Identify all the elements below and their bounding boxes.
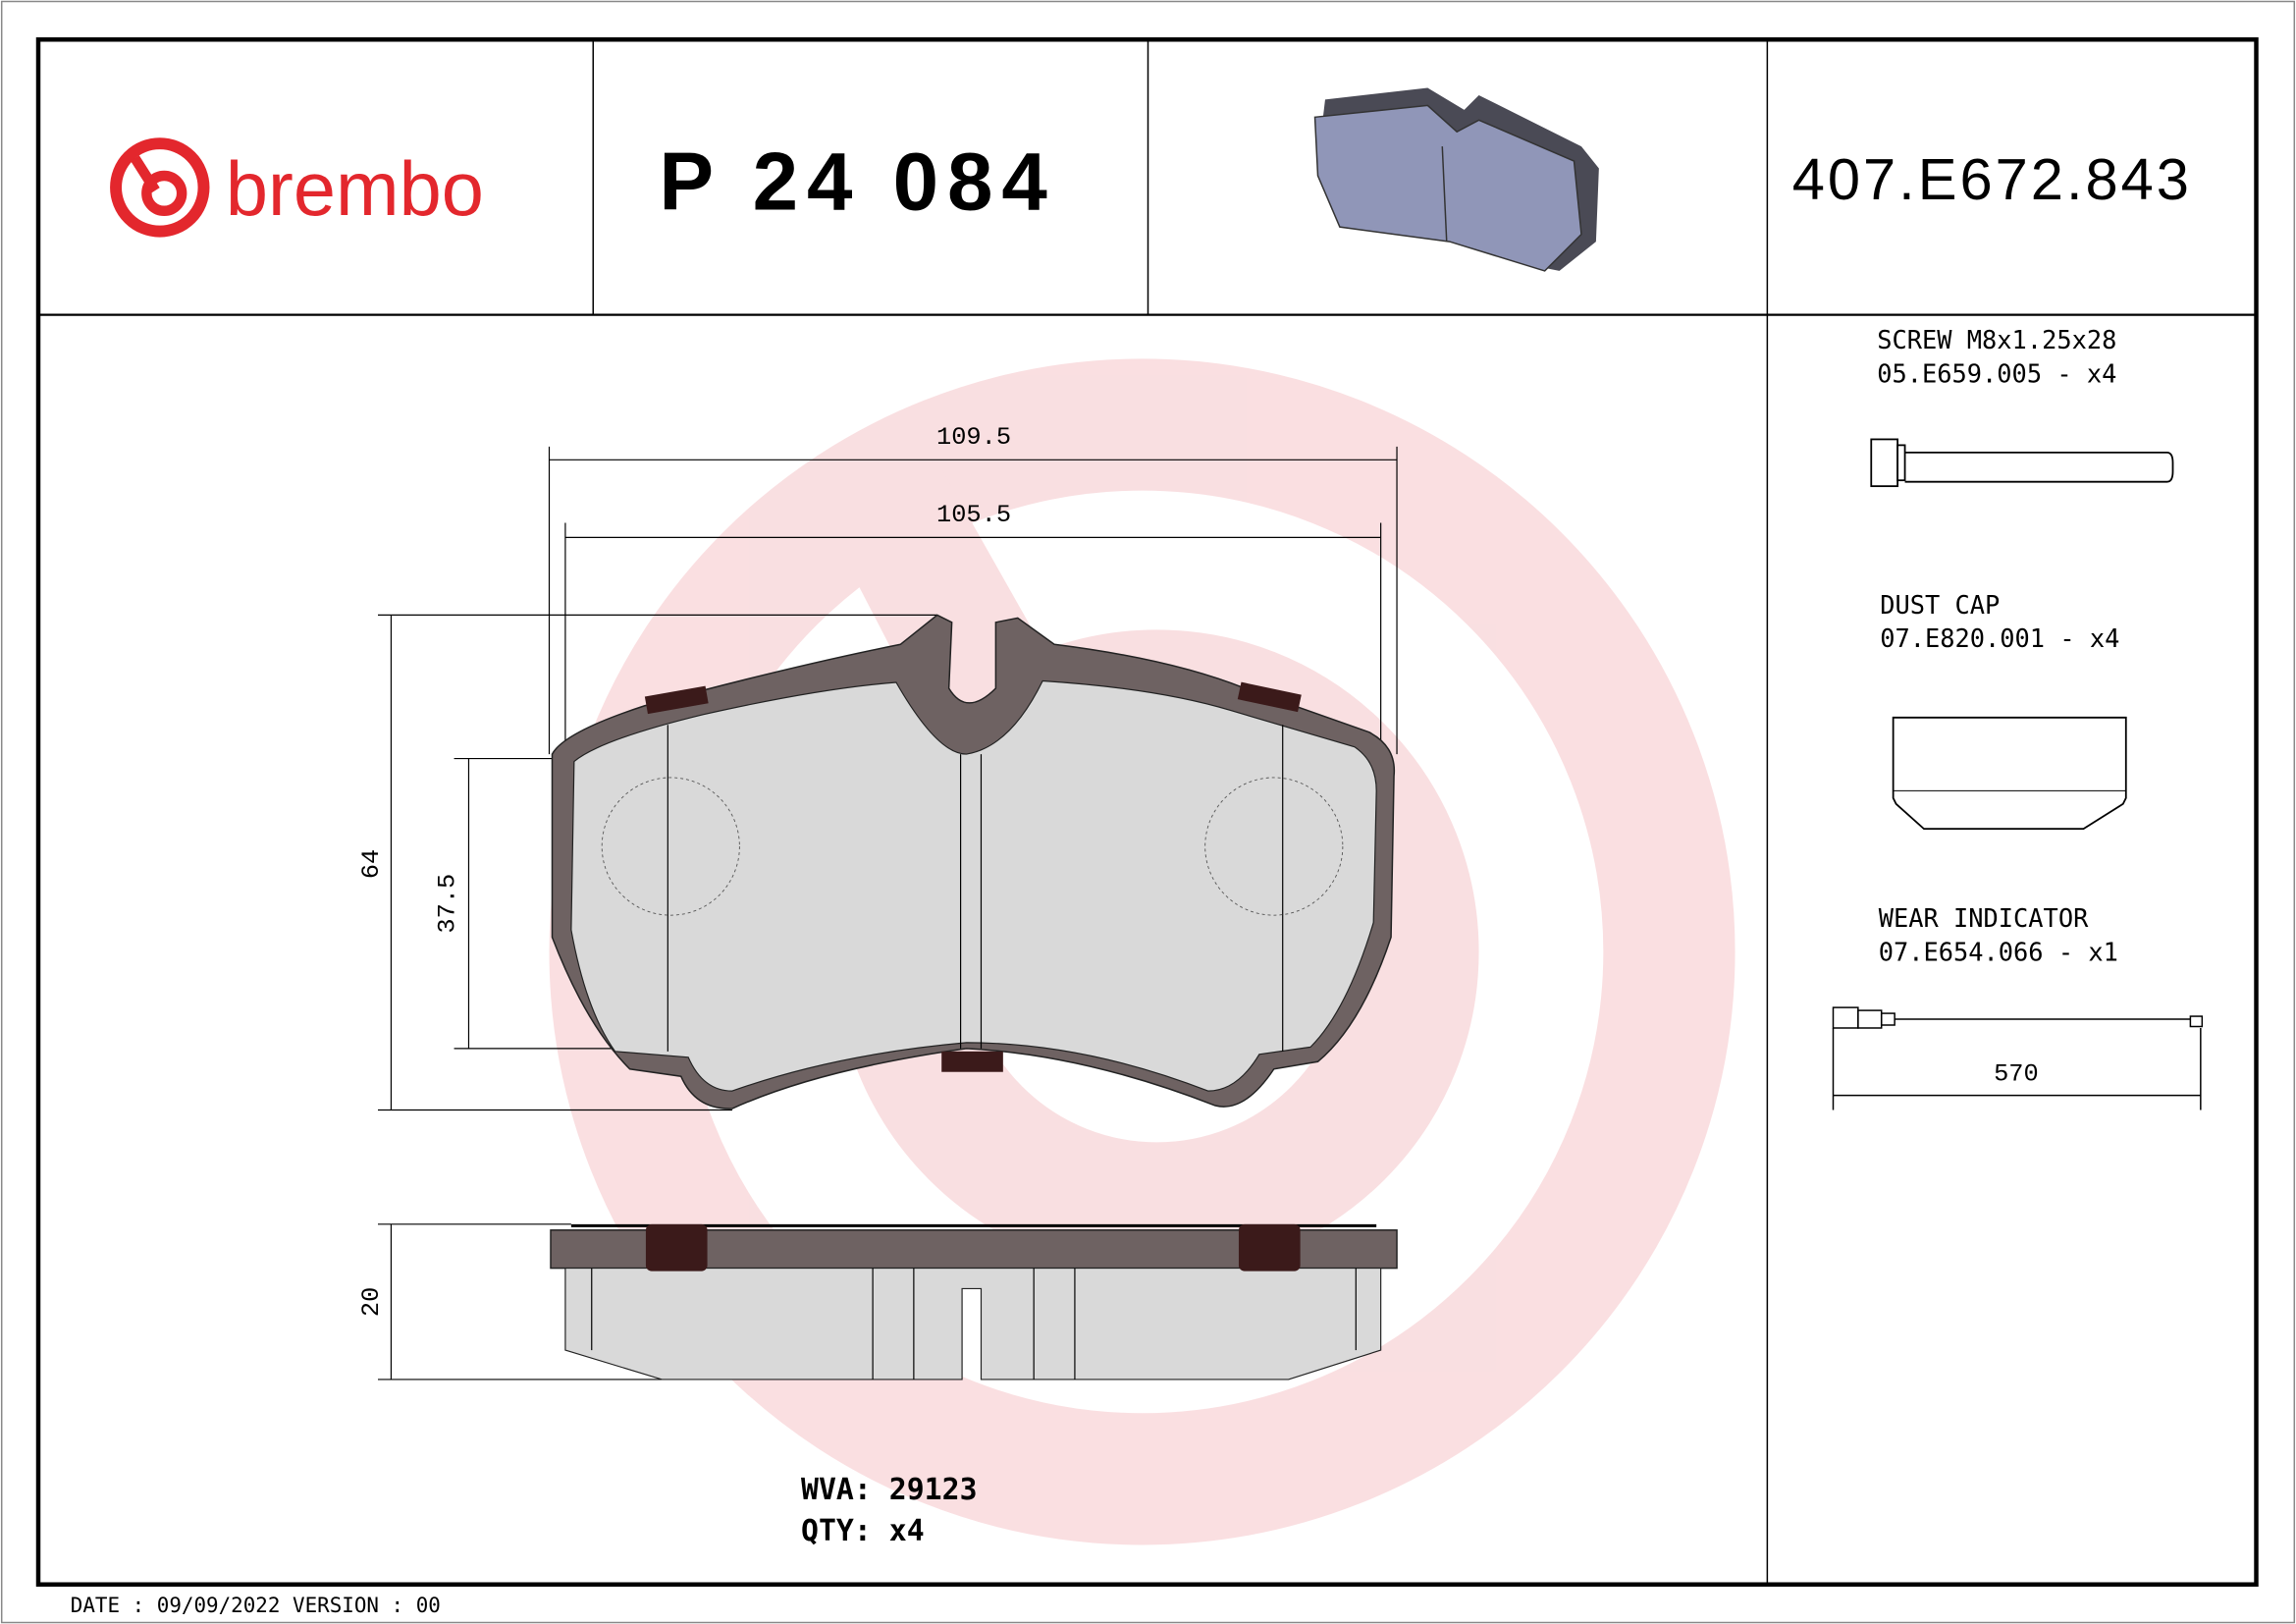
brake-pad-side-view: 20 <box>357 1223 1398 1380</box>
quantity: QTY: x4 <box>801 1514 925 1548</box>
date-version: DATE : 09/09/2022 VERSION : 00 <box>71 1594 441 1617</box>
accessory-wear-indicator: WEAR INDICATOR 07.E654.066 - x1 570 <box>1832 903 2204 1110</box>
brembo-logo: brembo <box>110 137 484 238</box>
dimension-overall-height: 64 <box>357 614 937 1111</box>
wear-indicator-length: 570 <box>1994 1060 2039 1089</box>
accessory-screw: SCREW M8x1.25x28 05.E659.005 - x4 <box>1870 325 2174 488</box>
wear-indicator-icon <box>1832 1006 2204 1110</box>
dimension-overall-width: 109.5 <box>548 423 1398 755</box>
dust-cap-icon <box>1892 716 2127 831</box>
brake-pad-front-view <box>551 614 1396 1110</box>
svg-text:WEAR INDICATOR: WEAR INDICATOR <box>1879 903 2089 933</box>
svg-text:07.E820.001 - x4: 07.E820.001 - x4 <box>1880 623 2119 653</box>
svg-text:37.5: 37.5 <box>434 874 462 934</box>
svg-text:64: 64 <box>357 849 386 879</box>
brand-name: brembo <box>226 147 484 232</box>
svg-text:109.5: 109.5 <box>936 423 1011 452</box>
part-number: P 24 084 <box>659 135 1055 227</box>
accessory-dust-cap: DUST CAP 07.E820.001 - x4 <box>1880 590 2127 831</box>
svg-text:SCREW M8x1.25x28: SCREW M8x1.25x28 <box>1877 325 2116 354</box>
brake-pad-3d-image <box>1313 87 1599 272</box>
screw-icon <box>1870 438 2174 488</box>
svg-text:07.E654.066 - x1: 07.E654.066 - x1 <box>1879 937 2118 966</box>
svg-text:05.E659.005 - x4: 05.E659.005 - x4 <box>1877 358 2116 388</box>
svg-text:20: 20 <box>357 1287 386 1317</box>
wva-number: WVA: 29123 <box>801 1473 978 1507</box>
svg-text:105.5: 105.5 <box>936 501 1011 529</box>
svg-text:DUST CAP: DUST CAP <box>1880 590 2000 620</box>
dimension-backplate-width: 105.5 <box>564 501 1382 755</box>
reference-code: 407.E672.843 <box>1792 146 2192 212</box>
